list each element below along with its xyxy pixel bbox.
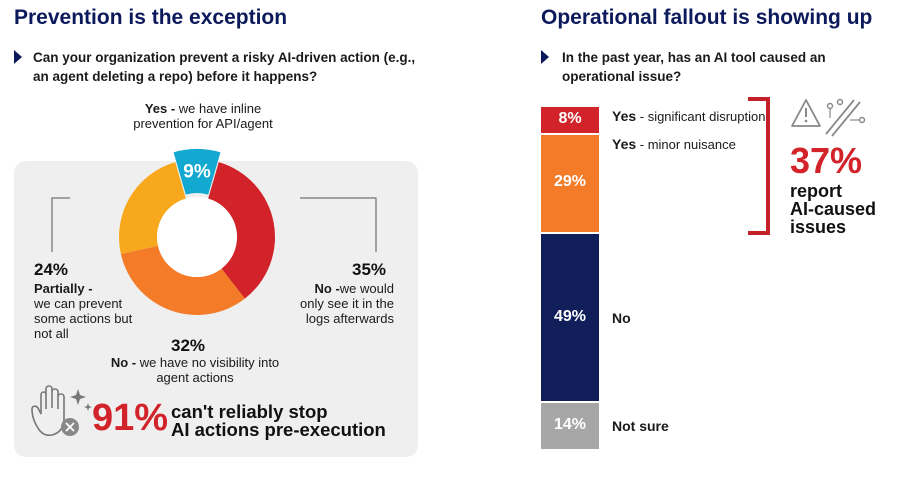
- donut-label-no-logs-bold: No -: [314, 281, 340, 296]
- right-summary-line1: report: [790, 181, 843, 201]
- donut-label-partially-bold: Partially -: [34, 281, 93, 296]
- donut-label-no-visibility: No - we have no visibility into agent ac…: [110, 355, 280, 385]
- summary-bracket: [748, 97, 770, 235]
- leader-line-no-logs: [300, 197, 377, 252]
- bullet-triangle-icon: [14, 50, 22, 64]
- donut-label-no-logs: No -we would only see it in the logs aft…: [296, 281, 394, 326]
- bar-value-label-1: 29%: [553, 173, 587, 191]
- right-question: In the past year, has an AI tool caused …: [562, 50, 826, 84]
- right-title: Operational fallout is showing up: [541, 6, 873, 29]
- bar-category-bold-1: Yes: [612, 135, 637, 152]
- donut-label-no-logs-text: we would only see it in the logs afterwa…: [300, 281, 394, 326]
- donut-label-yes-bold: Yes -: [144, 101, 176, 116]
- bar-segment-2: 49%: [541, 234, 599, 401]
- bar-category-bold-0: Yes: [612, 108, 637, 124]
- left-question: Can your organization prevent a risky AI…: [33, 50, 416, 84]
- left-summary-line2: AI actions pre-execution: [171, 419, 386, 440]
- bar-category-text-1: - minor nuisance: [636, 136, 736, 152]
- bar-value-label-2: 49%: [553, 307, 587, 325]
- donut-label-partially-text: we can prevent some actions but not all: [34, 296, 133, 341]
- ai-warning-icon: [791, 98, 866, 137]
- donut-hole: [157, 197, 237, 277]
- donut-slice-2: [120, 245, 245, 315]
- stacked-bar-categories: Yes - significant disruption Yes - minor …: [612, 107, 772, 451]
- leader-line-partially: [51, 197, 70, 252]
- donut-slice-1: [208, 162, 275, 299]
- right-summary-line2: AI-caused: [790, 199, 877, 219]
- bar-segment-0: 8%: [541, 107, 599, 133]
- bar-value-label-3: 14%: [553, 415, 587, 433]
- bar-category-label-0: Yes - significant disruption: [612, 108, 772, 125]
- stacked-bar: 8% 29% 49% 14%: [541, 107, 599, 451]
- donut-pct-partially: 24%: [34, 260, 69, 279]
- bar-category-bold-2: No: [612, 309, 631, 326]
- left-summary-line1: can't reliably stop: [171, 401, 328, 422]
- donut-slice-3: [119, 162, 186, 255]
- left-title: Prevention is the exception: [14, 6, 288, 29]
- bar-category-label-2: No: [612, 309, 772, 326]
- donut-slice-label-yes: 9%: [183, 162, 211, 183]
- bar-segment-1: 29%: [541, 134, 599, 233]
- right-summary-pct: 37%: [790, 140, 863, 181]
- donut-label-yes: Yes - we have inline prevention for API/…: [118, 101, 288, 131]
- bar-value-label-0: 8%: [558, 109, 582, 127]
- bar-segment-3: 14%: [541, 402, 599, 449]
- right-summary-line3: issues: [790, 217, 847, 237]
- bar-category-label-3: Not sure: [612, 417, 772, 434]
- donut-label-no-visibility-bold: No -: [110, 355, 137, 370]
- donut-pct-no-visibility: 32%: [171, 336, 206, 355]
- bar-category-label-1: Yes - minor nuisance: [612, 135, 772, 152]
- donut-chart: 9%: [51, 148, 377, 315]
- bar-category-text-0: - significant disruption: [636, 109, 766, 124]
- donut-slice-0: [173, 148, 221, 195]
- donut-label-yes-text: we have inline prevention for API/agent: [133, 101, 273, 131]
- donut-pct-no-logs: 35%: [352, 260, 387, 279]
- donut-label-no-visibility-text: we have no visibility into agent actions: [136, 355, 280, 385]
- left-summary-pct: 91%: [92, 397, 169, 439]
- donut-label-partially: Partially - we can prevent some actions b…: [34, 281, 134, 341]
- bullet-triangle-icon: [541, 50, 549, 64]
- bar-category-bold-3: Not sure: [612, 417, 669, 434]
- stop-hand-icon: [31, 385, 92, 437]
